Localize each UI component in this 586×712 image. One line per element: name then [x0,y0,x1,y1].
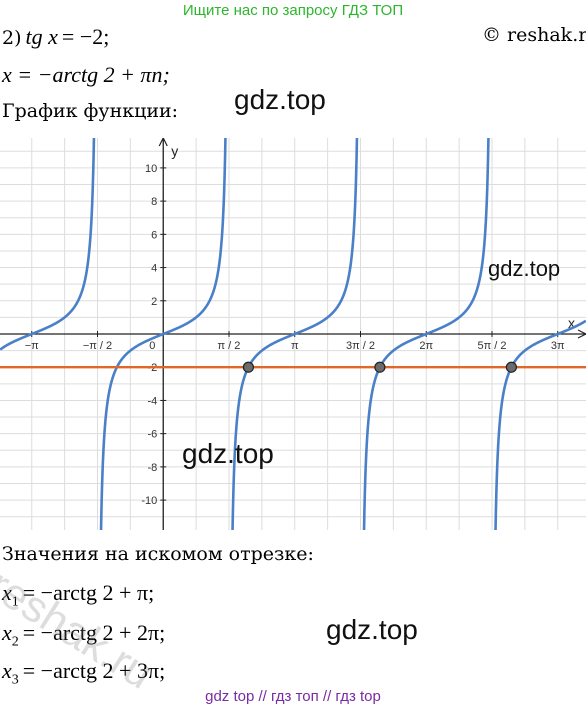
footer-links: gdz top // гдз топ // гдз top [205,688,381,705]
watermark-gdz-1: gdz.top [234,84,326,115]
x-tick-label: 2π [419,340,433,352]
answer-heading: Значения на искомом отрезке: [2,543,314,565]
x-axis-label: x [568,315,575,331]
answer-x3: x3 = −arctg 2 + 3π; [2,658,166,688]
x-tick-label: π / 2 [218,340,241,352]
y-tick-label: -6 [147,429,157,441]
copyright-label: © reshak.ru [482,24,586,46]
y-axis-arrow [158,138,168,147]
top-banner: Ищите нас по запросу ГДЗ ТОП [182,2,404,19]
tangent-branch [362,138,490,530]
answer-x3-value: = −arctg 2 + 3π; [22,658,166,683]
y-axis-label: y [171,143,178,159]
answer-x1: x1 = −arctg 2 + π; [2,580,155,610]
answer-x1-value: = −arctg 2 + π; [22,580,155,605]
graph-intersection-points [242,361,517,373]
intersection-point [505,361,517,373]
x-tick-label: 5π / 2 [477,340,506,352]
x-tick-label: −π / 2 [83,340,112,352]
y-tick-label: 10 [145,163,157,175]
tangent-branch [0,138,96,351]
y-tick-label: 4 [151,263,157,275]
x-tick-label: 3π / 2 [346,340,375,352]
task-equation-lhs: tg x [25,24,58,49]
graph-caption: График функции: [2,100,179,122]
general-solution: x = −arctg 2 + πn; [2,62,170,87]
watermark-gdz-4: gdz.top [326,614,418,645]
tangent-branch [494,319,586,530]
answer-x2: x2 = −arctg 2 + 2π; [2,620,166,650]
y-tick-label: 8 [151,196,157,208]
y-tick-label: -4 [147,395,157,407]
function-graph: x y −π −π / 2 0 π / 2 π 3π / 2 2π 5π / 2 3π 10 8 6 4 2… [0,138,586,530]
answer-x2-value: = −arctg 2 + 2π; [22,620,166,645]
task-line: 2) tg x = −2; [2,24,109,50]
task-number: 2) [2,27,22,49]
x-tick-label: 3π [551,340,565,352]
y-tick-label: 6 [151,229,157,241]
y-tick-label: -10 [141,495,157,507]
y-tick-label: 2 [151,296,157,308]
watermark-gdz-2: gdz.top [488,256,561,281]
x-tick-label: 0 [149,340,155,352]
graph-curves [0,138,586,530]
x-tick-label: −π [25,340,39,352]
tangent-branch [231,138,359,530]
tangent-branch [99,138,227,530]
task-equation-rhs: = −2; [61,24,110,49]
x-tick-label: π [291,340,299,352]
intersection-point [242,361,254,373]
watermark-gdz-3: gdz.top [182,438,274,469]
y-tick-label: -8 [147,462,157,474]
intersection-point [374,361,386,373]
x-axis-arrow [577,329,586,339]
